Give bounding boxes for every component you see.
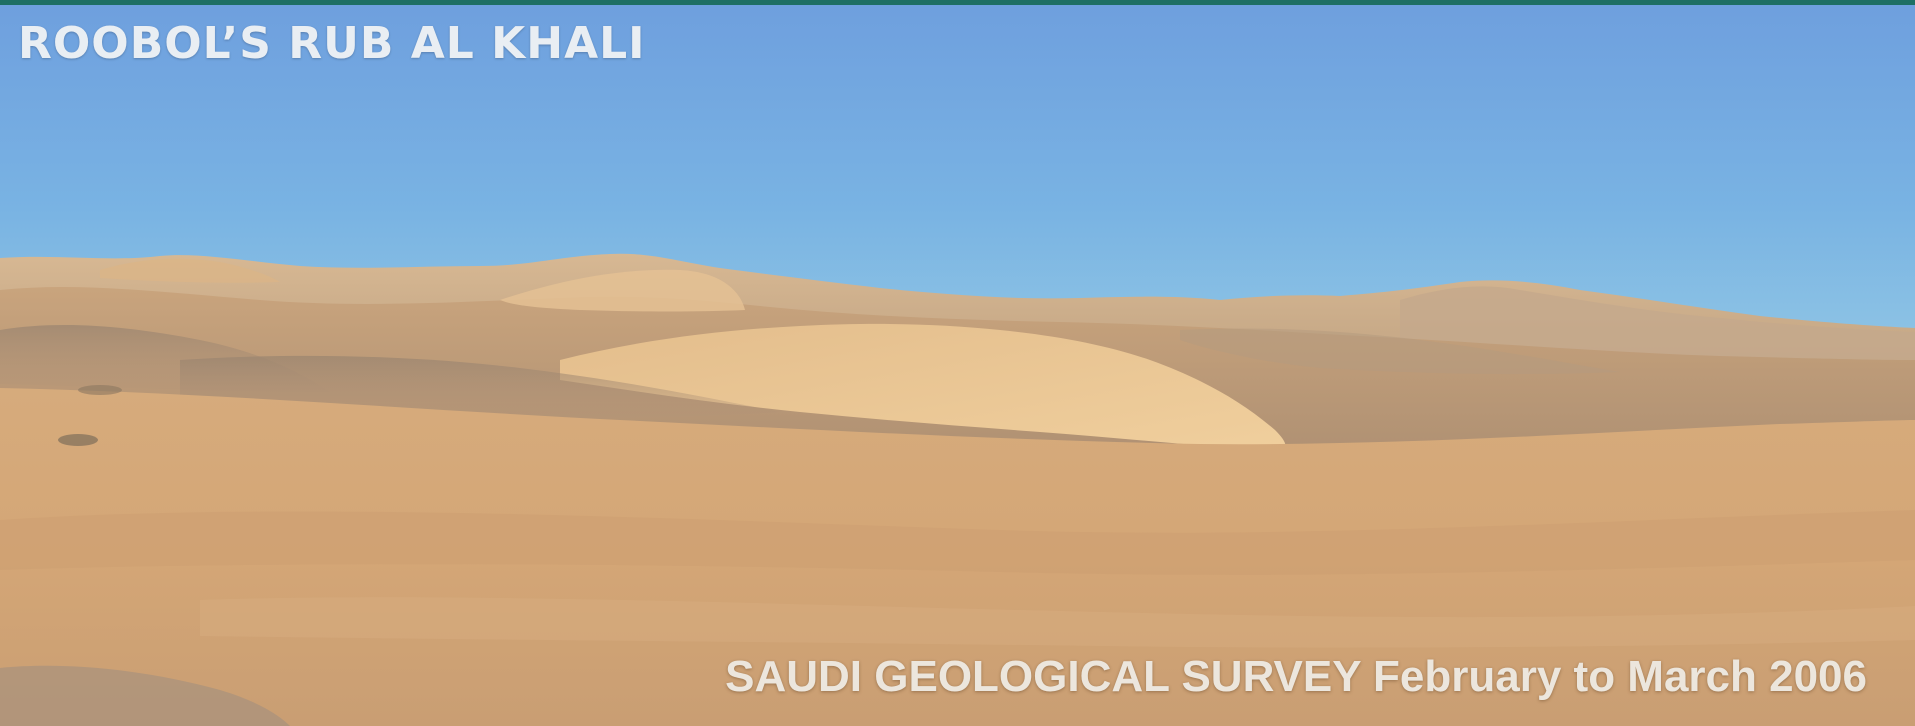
top-accent-strip <box>0 0 1915 5</box>
survey-caption: SAUDI GEOLOGICAL SURVEY February to Marc… <box>725 652 1867 701</box>
page-title: ROOBOL’S RUB AL KHALI <box>18 18 646 69</box>
